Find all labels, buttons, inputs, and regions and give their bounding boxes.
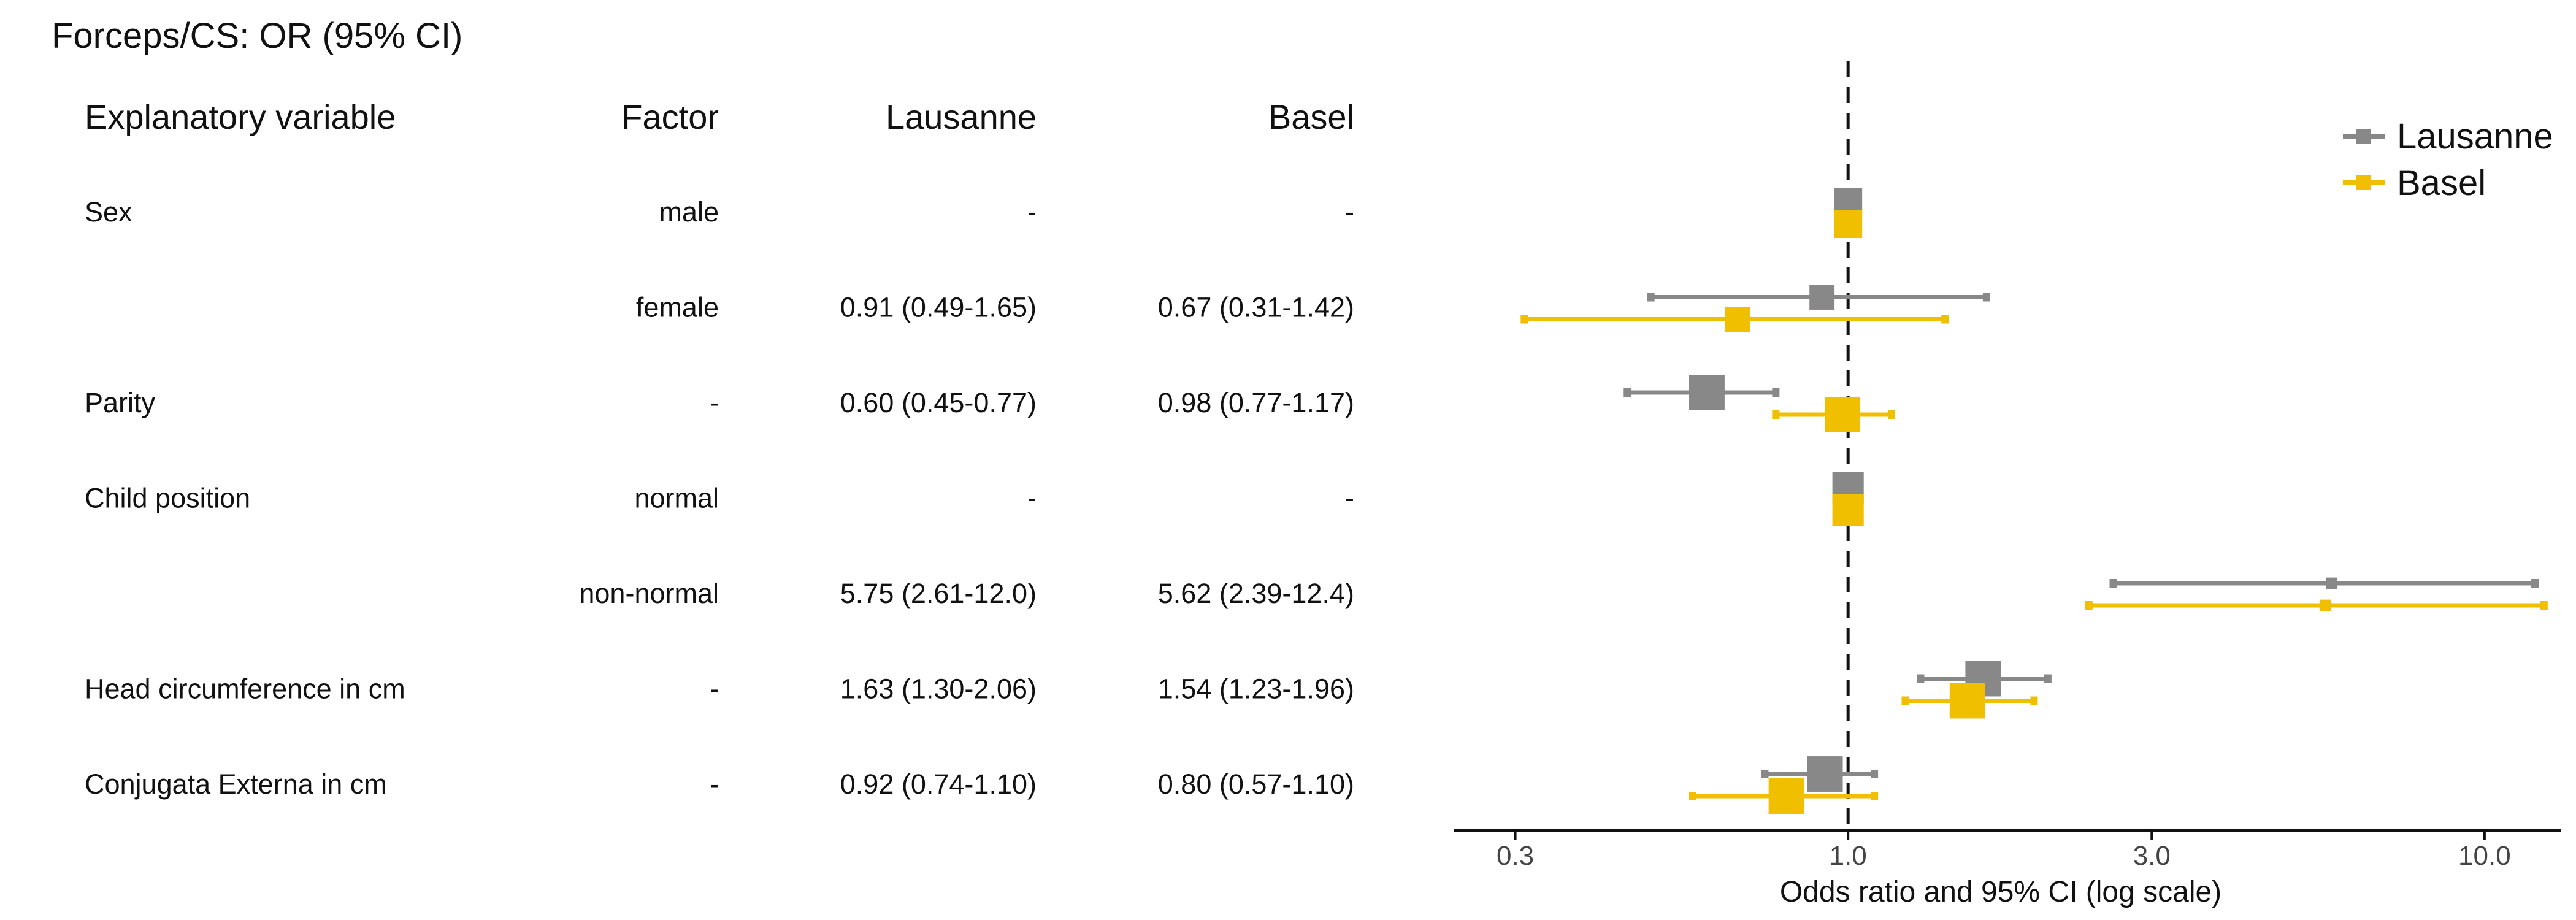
point-estimate-lausanne: [2326, 577, 2337, 589]
header-variable: Explanatory variable: [85, 98, 396, 136]
table-cell-lausanne: -: [1027, 483, 1037, 514]
ci-cap-lausanne: [2044, 674, 2052, 683]
ci-cap-basel: [2085, 601, 2093, 610]
table-cell-variable: Parity: [85, 387, 156, 418]
ci-cap-lausanne: [2531, 579, 2539, 588]
ci-cap-lausanne: [2109, 579, 2117, 588]
table-cell-lausanne: 0.91 (0.49-1.65): [840, 292, 1037, 323]
table-cell-basel: -: [1345, 483, 1354, 514]
point-estimate-lausanne: [1809, 285, 1835, 310]
series-marks: [1520, 188, 2548, 814]
ci-cap-lausanne: [1623, 388, 1631, 397]
point-estimate-basel: [1832, 494, 1864, 526]
ci-cap-lausanne: [1647, 293, 1655, 302]
table-cell-lausanne: -: [1027, 196, 1037, 228]
chart-title: Forceps/CS: OR (95% CI): [52, 16, 462, 56]
x-tick-label: 3.0: [2133, 841, 2171, 871]
point-estimate-lausanne: [1807, 756, 1843, 792]
x-tick-label: 0.3: [1497, 841, 1534, 871]
ci-cap-basel: [1772, 410, 1780, 419]
table-cell-lausanne: 1.63 (1.30-2.06): [840, 673, 1037, 705]
x-axis-ticks: 0.3 1.0 3.0 10.0: [1497, 830, 2511, 871]
point-estimate-basel: [1825, 397, 1861, 432]
table-cell-factor: female: [636, 292, 719, 323]
legend: Lausanne Basel: [2343, 117, 2553, 203]
table-rows: Sex male - - female 0.91 (0.49-1.65) 0.67 (0.3…: [85, 196, 1354, 800]
table-cell-basel: 1.54 (1.23-1.96): [1158, 673, 1354, 705]
legend-marker-basel: [2356, 175, 2371, 190]
ci-cap-lausanne: [1982, 293, 1990, 302]
table-cell-variable: Head circumference in cm: [85, 673, 405, 705]
table-cell-basel: 5.62 (2.39-12.4): [1158, 578, 1354, 609]
ci-cap-lausanne: [1917, 674, 1925, 683]
table-cell-factor: male: [659, 196, 719, 228]
ci-cap-basel: [1901, 696, 1909, 705]
x-axis-label: Odds ratio and 95% CI (log scale): [1780, 876, 2221, 908]
table-cell-basel: 0.67 (0.31-1.42): [1158, 292, 1354, 323]
ci-cap-basel: [1887, 410, 1895, 419]
header-basel: Basel: [1268, 98, 1354, 136]
ci-cap-lausanne: [1871, 770, 1879, 778]
ci-cap-basel: [2030, 696, 2038, 705]
legend-marker-lausanne: [2356, 129, 2371, 144]
point-estimate-basel: [1834, 210, 1863, 238]
ci-cap-basel: [1871, 792, 1879, 800]
ci-cap-basel: [1941, 315, 1949, 324]
ci-cap-basel: [2540, 601, 2548, 610]
point-estimate-basel: [1768, 778, 1804, 814]
x-tick-label: 1.0: [1830, 841, 1867, 871]
table-cell-variable: Sex: [85, 196, 132, 228]
table-cell-factor: non-normal: [579, 578, 719, 609]
table-cell-lausanne: 0.60 (0.45-0.77): [840, 387, 1037, 418]
header-lausanne: Lausanne: [886, 98, 1037, 136]
table-cell-factor: -: [710, 387, 719, 418]
legend-label-lausanne: Lausanne: [2397, 117, 2553, 156]
point-estimate-basel: [1949, 683, 1985, 719]
table-cell-basel: 0.98 (0.77-1.17): [1158, 387, 1354, 418]
table-cell-variable: Child position: [85, 483, 250, 514]
ci-cap-lausanne: [1761, 770, 1769, 778]
table-cell-lausanne: 5.75 (2.61-12.0): [840, 578, 1037, 609]
point-estimate-basel: [2319, 599, 2331, 611]
legend-label-basel: Basel: [2397, 163, 2486, 203]
header-factor: Factor: [621, 98, 719, 136]
plot-area: 0.3 1.0 3.0 10.0 Odds ratio and 95% CI (log…: [1454, 61, 2561, 908]
table-cell-variable: Conjugata Externa in cm: [85, 769, 387, 800]
table-cell-lausanne: 0.92 (0.74-1.10): [840, 769, 1037, 800]
table-cell-factor: normal: [634, 483, 719, 514]
ci-cap-basel: [1689, 792, 1696, 800]
table-cell-basel: 0.80 (0.57-1.10): [1158, 769, 1354, 800]
point-estimate-lausanne: [1689, 375, 1725, 410]
table-cell-factor: -: [710, 769, 719, 800]
point-estimate-basel: [1725, 307, 1750, 332]
x-tick-label: 10.0: [2458, 841, 2511, 871]
ci-cap-lausanne: [1772, 388, 1780, 397]
table-headers: Explanatory variable Factor Lausanne Bas…: [85, 98, 1354, 136]
table-cell-factor: -: [710, 673, 719, 705]
table-cell-basel: -: [1345, 196, 1354, 228]
ci-cap-basel: [1520, 315, 1528, 324]
